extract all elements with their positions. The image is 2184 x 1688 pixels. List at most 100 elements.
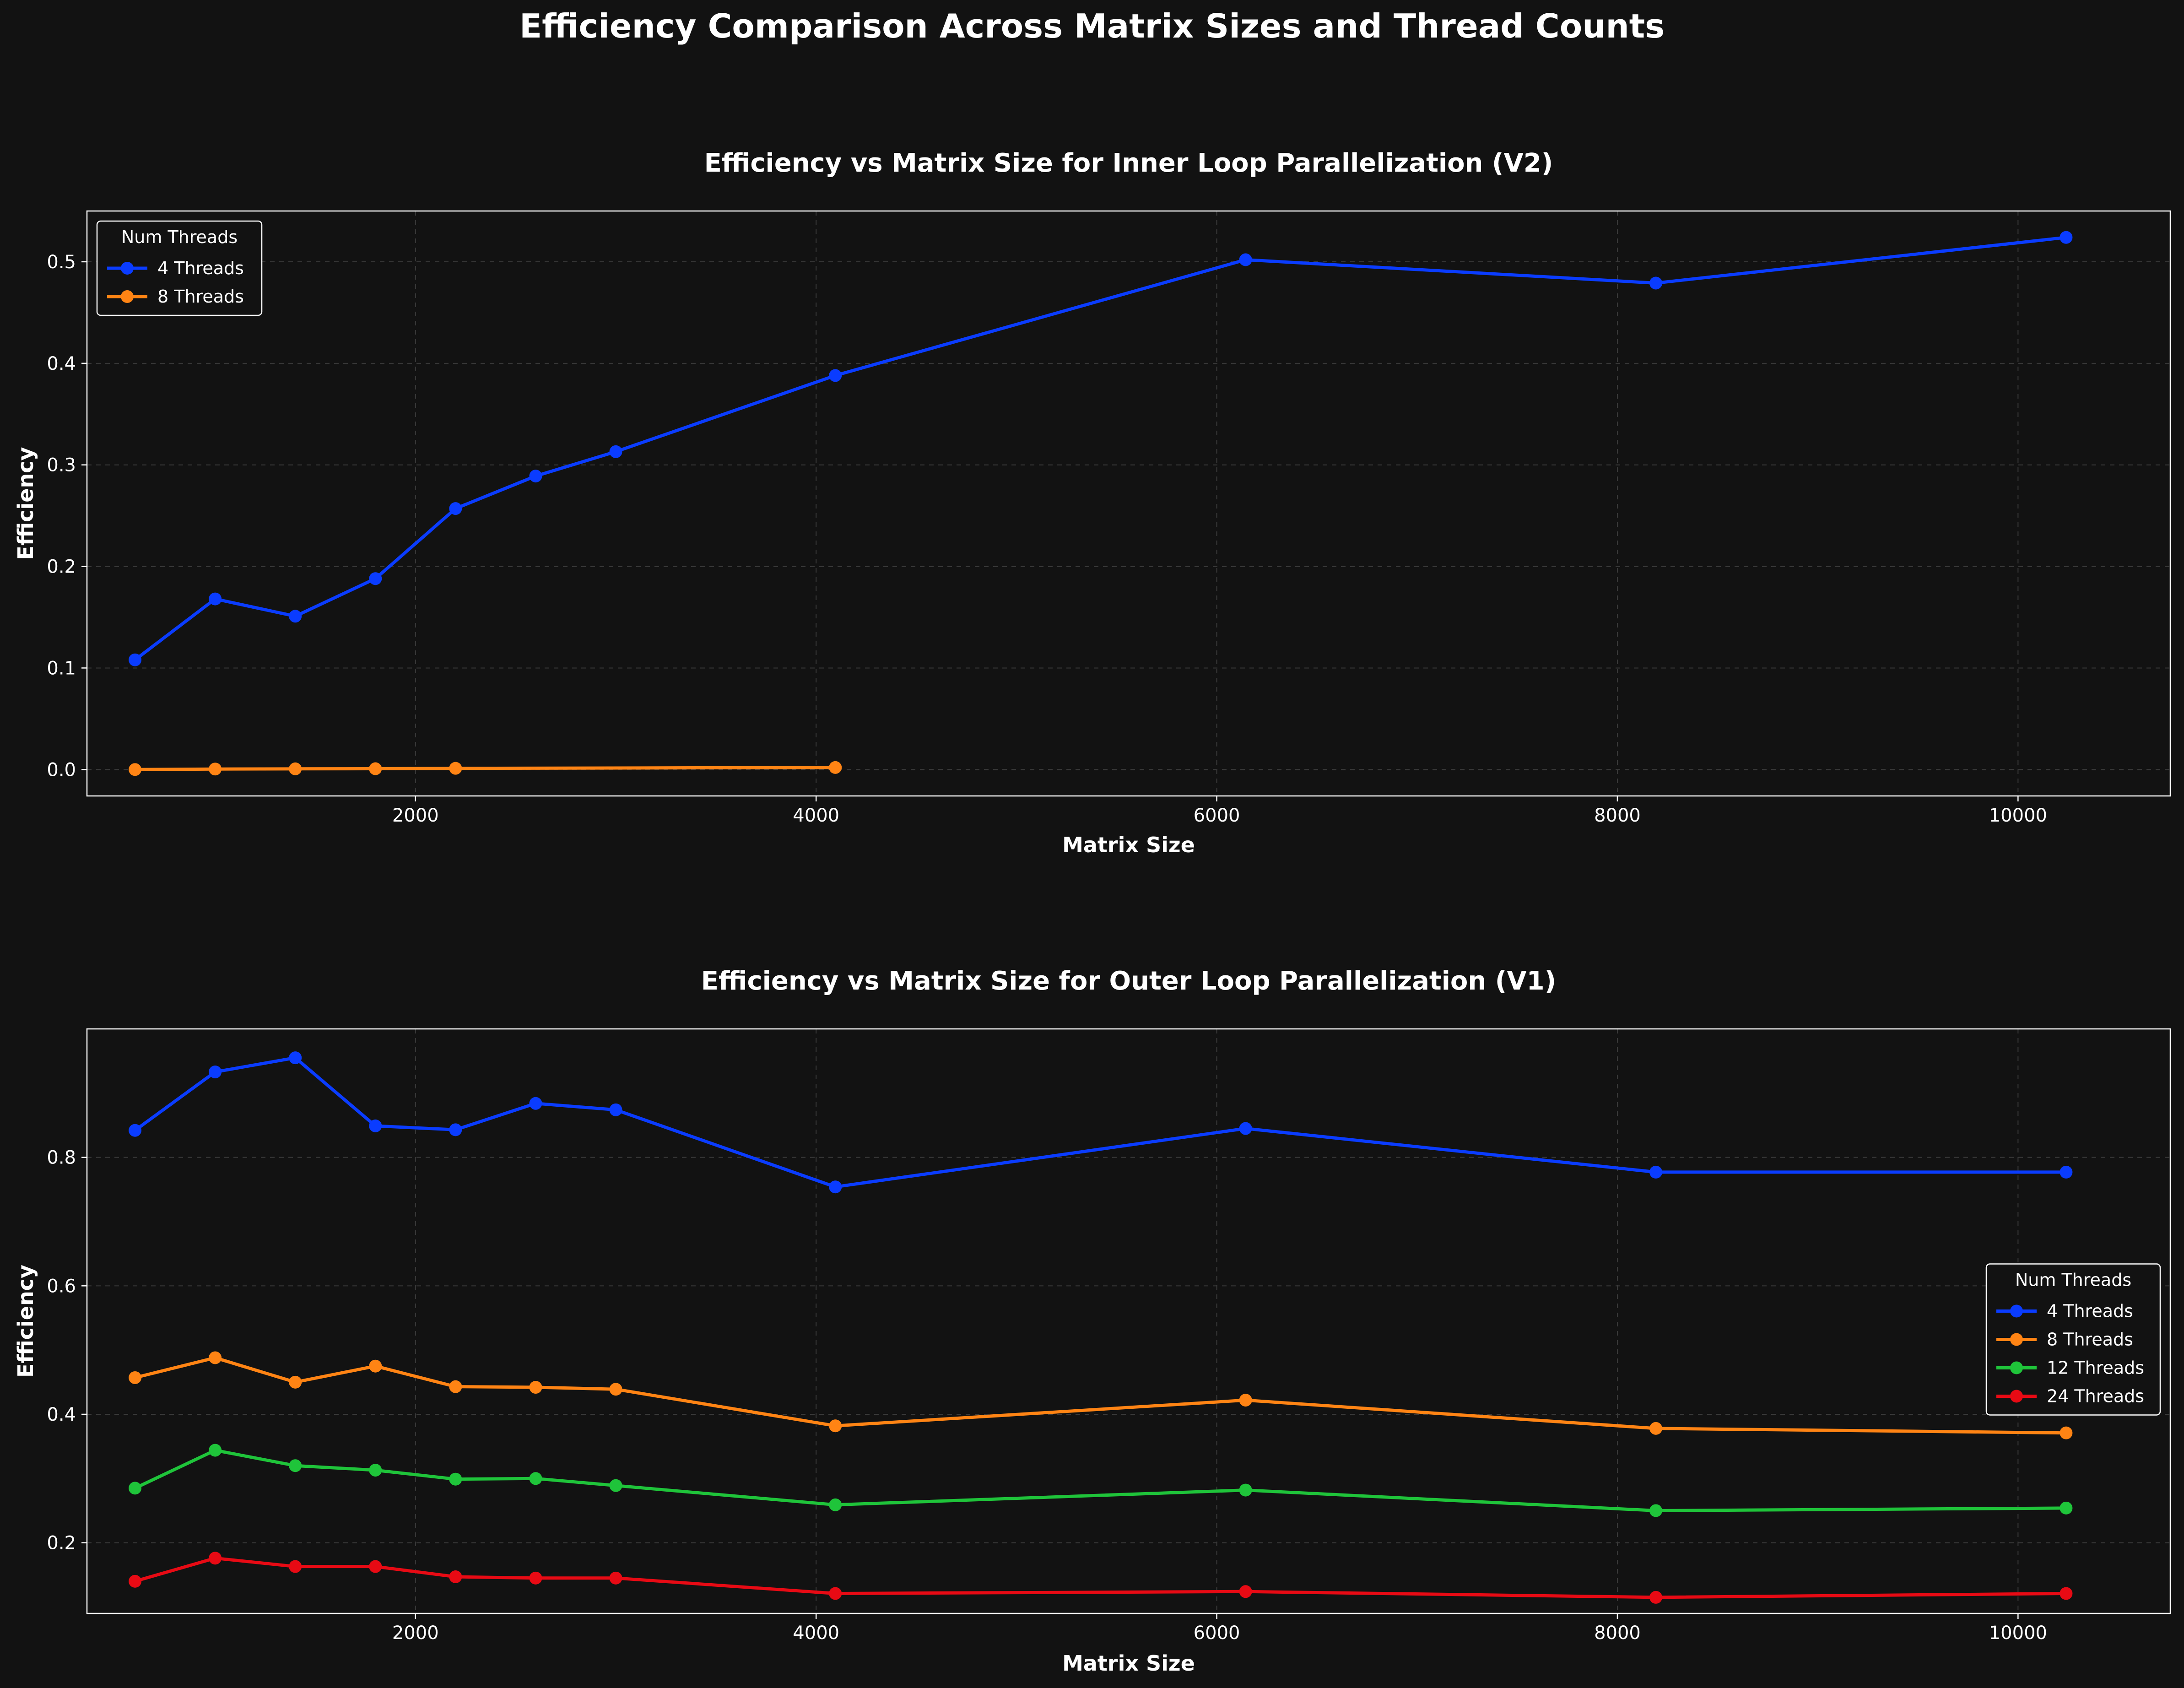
data-point [2060, 1587, 2073, 1600]
data-point [449, 1472, 462, 1486]
data-point [129, 763, 142, 776]
legend-swatch-marker [121, 262, 134, 275]
y-tick-label: 0.8 [47, 1147, 76, 1169]
data-point [829, 1419, 842, 1433]
legend-label: 4 Threads [157, 258, 244, 278]
data-point [2060, 231, 2073, 244]
data-point [369, 1359, 382, 1373]
chart-title: Efficiency vs Matrix Size for Outer Loop… [701, 966, 1556, 996]
data-point [369, 762, 382, 775]
data-point [1239, 1394, 1252, 1407]
x-tick-label: 4000 [793, 1623, 839, 1644]
data-point [209, 1444, 222, 1457]
data-point [289, 610, 302, 623]
data-point [209, 1552, 222, 1565]
series-4-threads [129, 231, 2073, 666]
axes-frame [86, 1028, 2171, 1614]
legend-label: 8 Threads [2047, 1330, 2133, 1350]
data-point [369, 1464, 382, 1477]
axes-frame [86, 210, 2171, 797]
legend-swatch-marker [121, 290, 134, 303]
x-tick-label: 4000 [793, 805, 839, 826]
data-point [1239, 1122, 1252, 1135]
legend-swatch-marker [2010, 1361, 2023, 1374]
data-point [129, 1371, 142, 1384]
data-point [369, 1119, 382, 1132]
legend-entry: 8 Threads [107, 287, 244, 307]
data-point [129, 1574, 142, 1588]
series-24-threads [129, 1552, 2073, 1604]
data-point [529, 1571, 542, 1585]
x-tick-label: 2000 [392, 805, 439, 826]
y-tick-label: 0.2 [47, 557, 76, 578]
y-tick-label: 0.0 [47, 759, 76, 780]
y-tick-label: 0.1 [47, 658, 76, 679]
data-point [209, 592, 222, 606]
data-point [1239, 253, 1252, 266]
data-point [1239, 1585, 1252, 1598]
legend-title: Num Threads [2015, 1270, 2131, 1290]
legend-swatch-marker [2010, 1390, 2023, 1403]
data-point [529, 1097, 542, 1110]
data-point [829, 1180, 842, 1194]
data-point [829, 761, 842, 774]
data-point [1649, 1591, 1663, 1604]
plot-area [87, 1029, 2170, 1613]
y-axis-label: Efficiency [13, 447, 38, 560]
data-point [449, 1123, 462, 1136]
series-8-threads [129, 1351, 2073, 1439]
chart-inner-loop-v2: 2000 4000 6000 8000 10000 0.0 0.1 0.2 0.3 0.4 0.5 E… [13, 148, 2171, 857]
legend-entry: 24 Threads [1996, 1386, 2144, 1407]
data-point [2060, 1165, 2073, 1179]
legend-entry: 4 Threads [107, 258, 244, 278]
data-point [1649, 276, 1663, 290]
data-point [529, 1381, 542, 1394]
y-tick-label: 0.4 [47, 1404, 76, 1425]
data-point [609, 445, 622, 458]
series-12-threads [129, 1444, 2073, 1517]
data-point [1649, 1504, 1663, 1517]
legend-swatch-marker [2010, 1333, 2023, 1346]
data-point [609, 1383, 622, 1396]
series-4-threads [129, 1051, 2073, 1194]
data-point [289, 1375, 302, 1389]
data-point [1649, 1165, 1663, 1179]
data-point [289, 1459, 302, 1472]
data-point [829, 1587, 842, 1600]
legend: Num Threads 4 Threads 8 Threads 12 Threads 2… [1985, 1263, 2161, 1416]
data-point [449, 1570, 462, 1584]
figure-suptitle: Efficiency Comparison Across Matrix Size… [519, 7, 1665, 45]
data-point [209, 1351, 222, 1364]
data-point [209, 1066, 222, 1079]
data-point [529, 1472, 542, 1485]
y-tick-label: 0.6 [47, 1276, 76, 1297]
data-point [1649, 1422, 1663, 1435]
legend-title: Num Threads [121, 227, 238, 247]
y-tick-label: 0.3 [47, 455, 76, 476]
legend-swatch-marker [2010, 1304, 2023, 1318]
y-tick-label: 0.2 [47, 1533, 76, 1554]
data-point [129, 653, 142, 666]
data-point [209, 763, 222, 776]
y-tick-label: 0.5 [47, 252, 76, 273]
legend-label: 4 Threads [2047, 1301, 2133, 1321]
data-point [289, 1560, 302, 1573]
x-tick-label: 6000 [1194, 805, 1240, 826]
x-tick-label: 8000 [1594, 1623, 1641, 1644]
legend-box [1985, 1263, 2161, 1416]
chart-outer-loop-v1: 2000 4000 6000 8000 10000 0.2 0.4 0.6 0.8 Efficie… [13, 966, 2171, 1676]
legend-box [96, 220, 263, 316]
data-point [829, 369, 842, 382]
data-point [829, 1498, 842, 1511]
data-point [289, 1051, 302, 1065]
data-point [369, 1560, 382, 1573]
data-point [449, 502, 462, 515]
data-point [2060, 1501, 2073, 1515]
data-point [129, 1482, 142, 1495]
data-point [289, 762, 302, 775]
series-8-threads [129, 761, 842, 776]
legend-label: 24 Threads [2047, 1386, 2144, 1407]
x-tick-label: 10000 [1989, 805, 2047, 826]
data-point [369, 572, 382, 585]
